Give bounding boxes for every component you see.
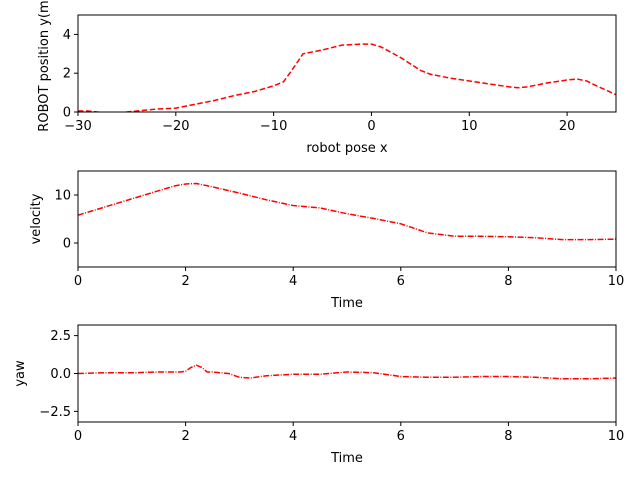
axes-frame bbox=[77, 324, 617, 423]
series-line-1 bbox=[78, 364, 616, 380]
y-tick-label: 0 bbox=[63, 237, 71, 252]
x-axis-label: Time bbox=[330, 296, 363, 311]
x-tick-label: 0 bbox=[74, 429, 82, 444]
y-tick-label: 2.5 bbox=[50, 329, 71, 344]
subplot-1: −30 −20 −10 0 10 20 0 2 4 robot pose x ROBOT posit… bbox=[37, 0, 617, 156]
series-line-1 bbox=[78, 43, 616, 112]
subplot-2: 0 2 4 6 8 10 0 10 Time velocity bbox=[29, 170, 625, 311]
x-axis-label: Time bbox=[330, 451, 363, 466]
x-tick-label: 10 bbox=[608, 429, 625, 444]
x-tick-label: −30 bbox=[64, 119, 91, 134]
x-tick-label: −10 bbox=[260, 119, 287, 134]
axes-frame bbox=[77, 14, 617, 113]
series-line-1 bbox=[78, 182, 616, 241]
y-axis-label: velocity bbox=[29, 193, 44, 244]
x-tick-label: −20 bbox=[162, 119, 189, 134]
y-axis-label: yaw bbox=[13, 360, 28, 387]
x-tick-label: 0 bbox=[367, 119, 375, 134]
x-tick-label: 8 bbox=[504, 274, 512, 289]
y-axis-label: ROBOT position y(m) bbox=[37, 0, 52, 132]
x-tick-label: 2 bbox=[181, 429, 189, 444]
x-tick-label: 2 bbox=[181, 274, 189, 289]
x-tick-label: 20 bbox=[559, 119, 576, 134]
y-tick-label: 10 bbox=[54, 189, 71, 204]
x-tick-label: 8 bbox=[504, 429, 512, 444]
x-tick-label: 10 bbox=[608, 274, 625, 289]
subplot-3: 0 2 4 6 8 10 −2.5 0.0 2.5 Time yaw bbox=[13, 324, 625, 466]
x-tick-label: 4 bbox=[289, 274, 297, 289]
x-tick-label: 4 bbox=[289, 429, 297, 444]
y-tick-label: 4 bbox=[63, 28, 71, 43]
y-tick-label: 0 bbox=[63, 106, 71, 121]
y-tick-label: 2 bbox=[63, 67, 71, 82]
axes-frame bbox=[77, 170, 617, 268]
x-tick-label: 0 bbox=[74, 274, 82, 289]
y-tick-label: −2.5 bbox=[39, 405, 71, 420]
x-axis-label: robot pose x bbox=[306, 141, 388, 156]
x-tick-label: 6 bbox=[397, 274, 405, 289]
x-tick-label: 10 bbox=[461, 119, 478, 134]
x-tick-label: 6 bbox=[397, 429, 405, 444]
y-tick-label: 0.0 bbox=[50, 367, 71, 382]
